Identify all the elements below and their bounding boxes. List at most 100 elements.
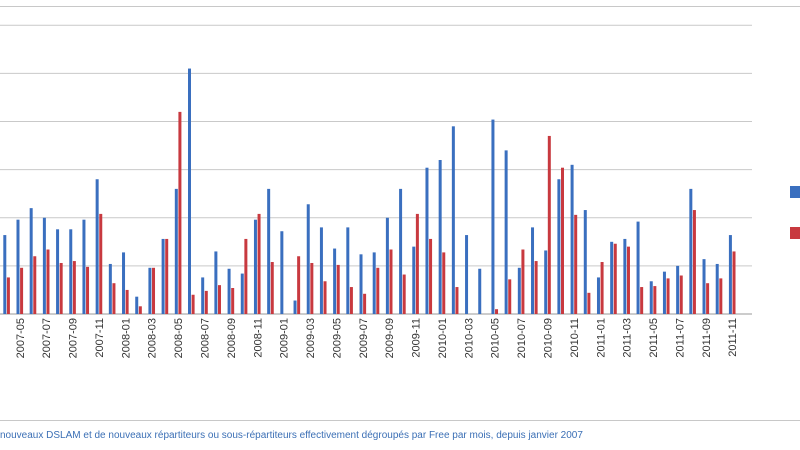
bar-series-2-2007-07 (46, 249, 50, 314)
bar-series-2-2011-07 (679, 275, 683, 314)
x-tick-label: 2010-07 (516, 318, 528, 358)
x-tick-label: 2010-11 (569, 318, 581, 358)
bar-series-2-2008-04 (165, 238, 169, 314)
bar-series-2-2009-09 (389, 249, 393, 314)
bar-series-1-2008-08 (214, 251, 218, 314)
bar-series-1-2009-02 (293, 300, 297, 314)
bar-series-1-2009-08 (372, 252, 376, 314)
bar-series-1-2010-02 (451, 126, 455, 314)
bar-series-1-2009-10 (399, 188, 403, 315)
bar-series-2-2008-05 (178, 111, 182, 315)
bar-series-1-2010-01 (438, 160, 442, 314)
x-tick-label: 2009-03 (305, 318, 317, 358)
bar-series-2-2009-11 (415, 213, 419, 314)
x-tick-label: 2008-05 (173, 318, 185, 358)
bar-series-1-2010-06 (504, 150, 508, 315)
bar-series-1-2007-06 (29, 208, 33, 315)
bar-series-1-2008-06 (188, 68, 191, 314)
x-tick-label: 2010-09 (543, 318, 555, 358)
bar-series-1-2010-08 (531, 227, 535, 315)
bar-series-1-2007-04 (3, 235, 7, 314)
bar-series-1-2011-10 (715, 263, 719, 314)
bar-series-1-2011-02 (610, 241, 614, 314)
bar-series-1-2010-04 (478, 268, 482, 314)
bar-series-1-2010-09 (544, 250, 548, 314)
bar-series-1-2008-04 (161, 238, 165, 314)
bar-series-2-2007-08 (59, 262, 63, 314)
bar-series-1-2010-12 (583, 210, 587, 314)
bar-series-2-2007-06 (33, 256, 37, 314)
bar-series-2-2008-02 (138, 306, 142, 314)
bar-series-2-2008-01 (125, 289, 129, 314)
bar-series-2-2008-10 (244, 238, 248, 314)
bar-series-1-2008-12 (267, 188, 271, 315)
bar-series-1-2011-03 (623, 238, 627, 314)
x-tick-label: 2009-09 (384, 318, 396, 358)
bar-series-2-2009-12 (429, 238, 433, 314)
bar-series-1-2008-09 (227, 268, 231, 314)
x-tick-label: 2008-07 (199, 318, 211, 358)
bar-series-2-2011-03 (626, 246, 630, 315)
bar-series-1-2010-05 (491, 119, 495, 314)
bar-series-2-2009-07 (363, 293, 367, 314)
x-tick-label: 2011-03 (622, 318, 634, 358)
bar-series-1-2010-11 (570, 164, 574, 314)
x-tick-label: 2011-11 (727, 318, 739, 357)
x-tick-labels: 2007-05 2007-07 2007-09 2007-11 2008-01 2008-… (15, 318, 739, 358)
bar-series-2-2009-08 (376, 267, 380, 314)
x-tick-label: 2010-03 (463, 318, 475, 358)
chart-caption: nouveaux DSLAM et de nouveaux répartiteu… (0, 430, 583, 441)
bar-series-1-2010-10 (557, 179, 561, 314)
bar-series-1-2007-07 (42, 217, 46, 314)
bar-series-2-2010-06 (508, 279, 512, 314)
bar-series-2-2008-12 (270, 262, 274, 314)
bar-series-1-2008-07 (201, 277, 205, 314)
bar-series-1-2009-06 (346, 227, 350, 315)
bar-series-1-2011-06 (662, 271, 666, 314)
x-tick-label: 2007-09 (68, 318, 80, 358)
bar-series-1-2011-07 (676, 265, 680, 315)
bar-series-1-2011-05 (649, 281, 653, 314)
bar-series-1-2010-03 (465, 235, 469, 314)
legend-swatch-series-1 (790, 186, 800, 198)
x-tick-label: 2010-05 (490, 318, 502, 358)
bar-series-1-2007-11 (95, 179, 99, 314)
bar-series-2-2008-11 (257, 213, 261, 314)
bar-series-2-2008-07 (204, 290, 208, 314)
bar-series-1-2008-10 (240, 273, 244, 314)
bar-series-2-2009-06 (349, 287, 353, 314)
bar-series-2-2010-12 (587, 292, 591, 314)
bar-series-2-2011-09 (706, 283, 710, 314)
bar-series-2-2009-10 (402, 274, 406, 314)
bar-series-2-2011-01 (600, 262, 604, 314)
x-tick-label: 2008-11 (252, 318, 264, 358)
x-tick-label: 2007-05 (15, 318, 27, 358)
bar-series-2-2010-01 (442, 252, 446, 314)
bar-series-2-2011-06 (666, 278, 670, 314)
x-tick-label: 2007-11 (94, 318, 106, 358)
bar-series-1-2007-12 (108, 263, 112, 314)
bar-series-1-2011-11 (728, 235, 732, 314)
bar-series-1-2011-01 (596, 277, 600, 314)
bar-series-1-2007-05 (16, 219, 20, 314)
bar-series-1-2009-04 (319, 227, 323, 315)
x-tick-label: 2011-09 (701, 318, 713, 358)
bar-series-2-2008-06 (191, 294, 195, 314)
bar-series-2-2011-04 (640, 287, 644, 314)
x-tick-label: 2011-01 (595, 318, 607, 358)
bar-series-1-2008-05 (174, 188, 178, 315)
bar-series-2-2007-11 (99, 213, 103, 314)
bar-series-2-2010-08 (534, 261, 538, 314)
bar-series-1-2009-05 (333, 248, 337, 314)
bar-series-2-2011-02 (613, 243, 617, 314)
x-tick-label: 2007-07 (41, 318, 53, 358)
x-tick-label: 2008-09 (226, 318, 238, 358)
bar-series-2-2007-10 (86, 266, 90, 314)
bar-series-2-2009-05 (336, 264, 340, 314)
bar-series-1-2009-11 (412, 246, 416, 315)
frame-top-border (0, 6, 800, 7)
bar-series-2-2011-05 (653, 286, 657, 314)
bar-series (3, 68, 736, 315)
x-tick-label: 2008-01 (120, 318, 132, 358)
